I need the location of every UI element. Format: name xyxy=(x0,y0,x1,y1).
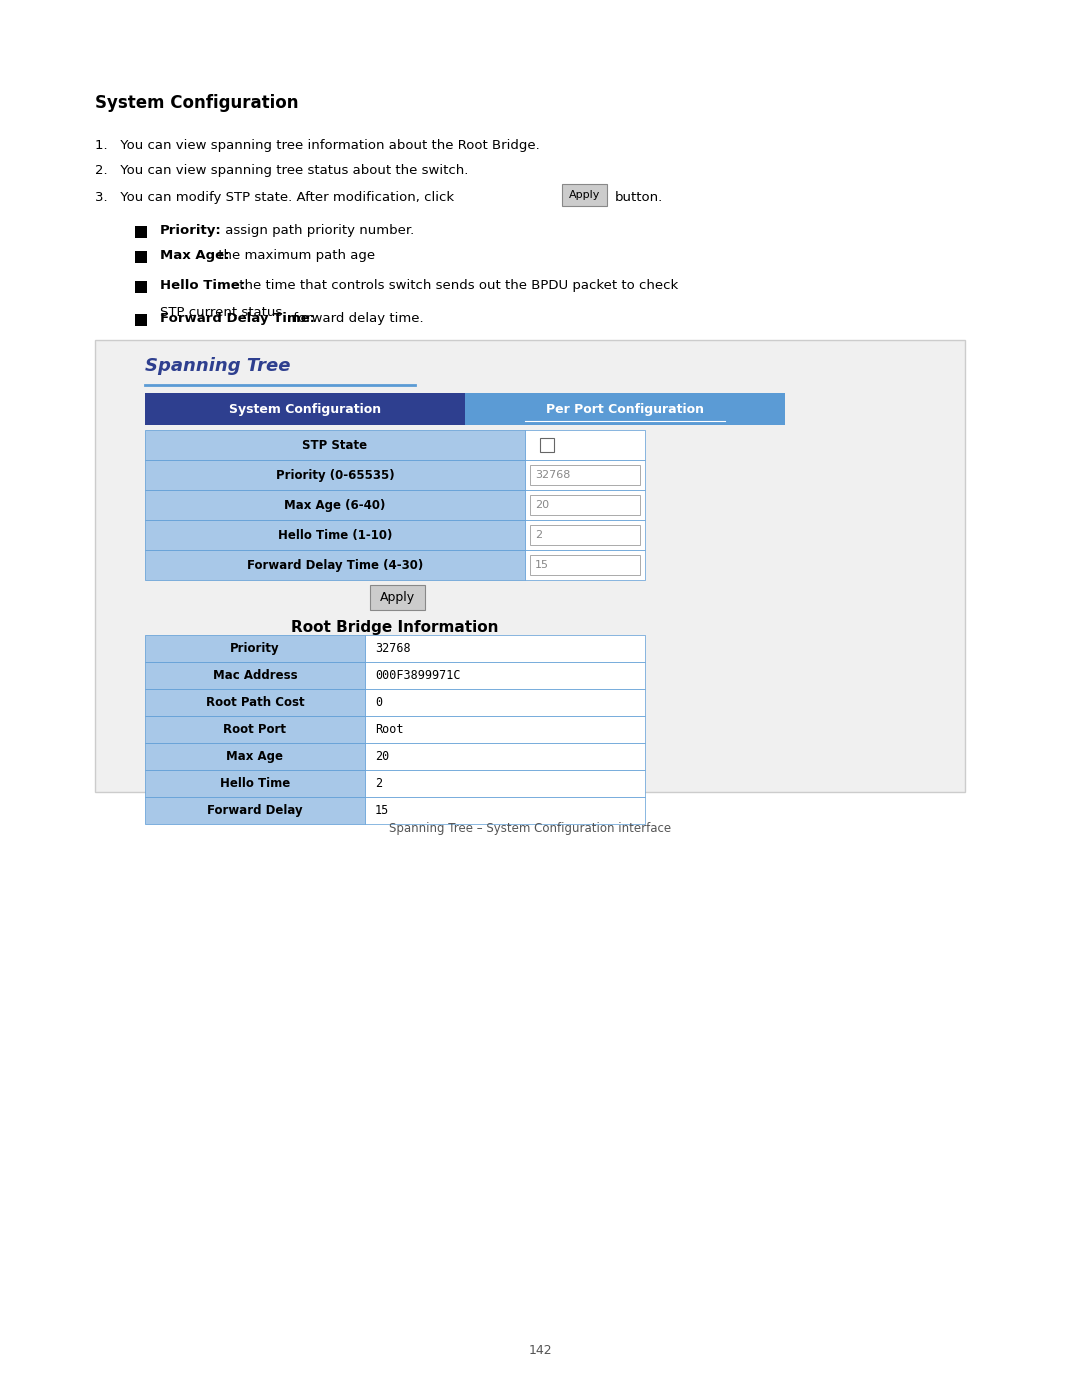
Bar xyxy=(525,490,645,520)
Text: System Configuration: System Configuration xyxy=(95,94,298,112)
Text: STP current status.: STP current status. xyxy=(160,306,286,319)
Bar xyxy=(365,743,645,770)
Bar xyxy=(145,520,525,550)
Text: 20: 20 xyxy=(375,750,389,763)
Text: Hello Time:: Hello Time: xyxy=(160,279,245,292)
Bar xyxy=(365,689,645,717)
Text: assign path priority number.: assign path priority number. xyxy=(221,224,415,237)
Text: Hello Time: Hello Time xyxy=(220,777,291,789)
Bar xyxy=(525,550,645,580)
Text: Forward Delay: Forward Delay xyxy=(207,805,302,817)
Text: Priority: Priority xyxy=(230,643,280,655)
Bar xyxy=(530,525,640,545)
Text: 15: 15 xyxy=(535,560,549,570)
Text: STP State: STP State xyxy=(302,439,367,451)
Text: the time that controls switch sends out the BPDU packet to check: the time that controls switch sends out … xyxy=(234,279,678,292)
Bar xyxy=(145,460,525,490)
Text: the maximum path age: the maximum path age xyxy=(215,249,376,263)
Text: button.: button. xyxy=(615,191,663,204)
Text: 20: 20 xyxy=(535,500,549,510)
Text: 1.   You can view spanning tree information about the Root Bridge.: 1. You can view spanning tree informatio… xyxy=(95,138,540,152)
Bar xyxy=(530,465,640,485)
Bar xyxy=(145,550,525,580)
Bar xyxy=(525,520,645,550)
Text: 000F3899971C: 000F3899971C xyxy=(375,669,460,682)
Bar xyxy=(135,281,147,293)
Bar xyxy=(95,339,966,792)
Text: Priority:: Priority: xyxy=(160,224,221,237)
Text: Max Age (6-40): Max Age (6-40) xyxy=(284,499,386,511)
Bar xyxy=(530,555,640,576)
Text: Forward Delay Time (4-30): Forward Delay Time (4-30) xyxy=(247,559,423,571)
Text: Apply: Apply xyxy=(569,190,600,200)
Bar xyxy=(145,662,365,689)
Bar xyxy=(145,689,365,717)
Text: forward delay time.: forward delay time. xyxy=(289,312,423,326)
Bar xyxy=(145,798,365,824)
Bar xyxy=(525,430,645,460)
Bar xyxy=(370,585,426,610)
Bar xyxy=(365,662,645,689)
Text: 142: 142 xyxy=(528,1344,552,1356)
Bar xyxy=(540,439,554,453)
Bar xyxy=(145,393,465,425)
Bar xyxy=(145,717,365,743)
Text: Mac Address: Mac Address xyxy=(213,669,297,682)
Text: 2: 2 xyxy=(535,529,542,541)
Bar xyxy=(465,393,785,425)
Text: 32768: 32768 xyxy=(535,469,570,481)
Text: 2: 2 xyxy=(375,777,382,789)
Text: 15: 15 xyxy=(375,805,389,817)
Text: Root Port: Root Port xyxy=(224,724,286,736)
Text: System Configuration: System Configuration xyxy=(229,402,381,415)
Text: Spanning Tree: Spanning Tree xyxy=(145,358,291,374)
Text: Max Age:: Max Age: xyxy=(160,249,229,263)
Bar xyxy=(145,770,365,798)
Text: Root Path Cost: Root Path Cost xyxy=(205,696,305,710)
Bar xyxy=(145,743,365,770)
Bar xyxy=(135,314,147,326)
Text: Hello Time (1-10): Hello Time (1-10) xyxy=(278,528,392,542)
Text: 2.   You can view spanning tree status about the switch.: 2. You can view spanning tree status abo… xyxy=(95,163,469,177)
Text: Root Bridge Information: Root Bridge Information xyxy=(292,620,499,636)
Bar xyxy=(145,636,365,662)
Text: Per Port Configuration: Per Port Configuration xyxy=(546,402,704,415)
Bar xyxy=(525,460,645,490)
Bar xyxy=(145,490,525,520)
Text: Max Age: Max Age xyxy=(227,750,283,763)
Bar xyxy=(365,636,645,662)
Bar xyxy=(365,717,645,743)
Bar xyxy=(365,770,645,798)
Text: 32768: 32768 xyxy=(375,643,410,655)
Bar xyxy=(135,251,147,263)
Text: 3.   You can modify STP state. After modification, click: 3. You can modify STP state. After modif… xyxy=(95,191,454,204)
Bar xyxy=(530,495,640,515)
Bar xyxy=(562,184,607,205)
Bar xyxy=(135,226,147,237)
Text: 0: 0 xyxy=(375,696,382,710)
Bar xyxy=(145,430,525,460)
Bar xyxy=(365,798,645,824)
Text: Root: Root xyxy=(375,724,404,736)
Text: Spanning Tree – System Configuration interface: Spanning Tree – System Configuration int… xyxy=(389,821,671,835)
Text: Apply: Apply xyxy=(380,591,415,604)
Text: Forward Delay Time:: Forward Delay Time: xyxy=(160,312,315,326)
Text: Priority (0-65535): Priority (0-65535) xyxy=(275,468,394,482)
